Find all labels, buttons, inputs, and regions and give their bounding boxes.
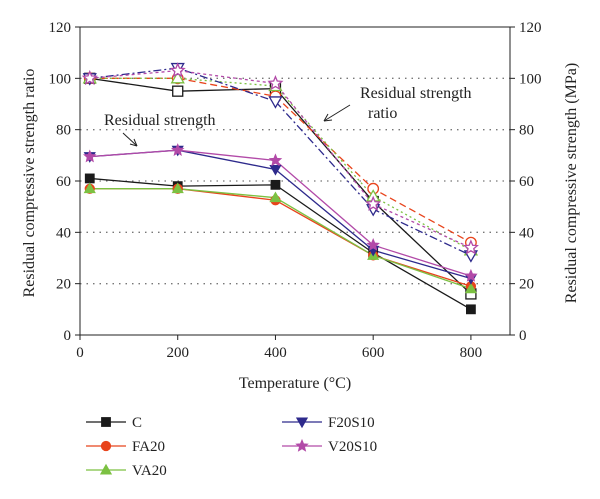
legend-marker-fa20 — [100, 440, 112, 452]
x-tick-label: 200 — [166, 345, 189, 361]
y-tick-label-right: 20 — [519, 277, 534, 293]
strength-line-c — [89, 177, 472, 310]
y-tick-label-left: 60 — [56, 174, 71, 190]
annotation-ratio-line1: Residual strength — [360, 85, 472, 102]
legend-label-va20: VA20 — [132, 463, 167, 479]
annotation-arrow-strength-head — [129, 138, 138, 147]
ratio-point-v20s10 — [267, 75, 284, 91]
strength-point-va20 — [269, 191, 282, 203]
strength-point-f20s10 — [269, 164, 282, 176]
strength-point-c — [270, 179, 281, 190]
strength-line-fa20 — [89, 188, 472, 287]
strength-point-c — [84, 173, 95, 184]
x-tick-label: 600 — [362, 345, 385, 361]
legend-marker-c — [101, 417, 111, 427]
strength-line-f20s10 — [89, 149, 472, 280]
ratio-point-c — [172, 85, 184, 97]
legend-label-c: C — [132, 415, 142, 431]
strength-point-c — [466, 304, 476, 315]
annotation-arrow-ratio-head — [323, 113, 333, 122]
series-markers — [81, 62, 479, 315]
ratio-point-v20s10 — [81, 69, 98, 86]
strength-point-v20s10 — [170, 143, 185, 156]
legend-marker-va20 — [99, 463, 113, 475]
axes — [75, 26, 515, 340]
y-tick-label-left: 40 — [56, 225, 71, 241]
y-tick-label-left: 120 — [49, 20, 72, 36]
ratio-point-v20s10 — [462, 239, 479, 255]
ratio-point-v20s10 — [169, 62, 186, 78]
y-tick-label-right: 100 — [519, 71, 542, 87]
y-axis-label-right: Residual compressive strength (MPa) — [563, 63, 580, 303]
y-tick-label-right: 80 — [519, 123, 534, 139]
y-tick-label-right: 0 — [519, 328, 527, 344]
y-tick-label-left: 80 — [56, 123, 71, 139]
ratio-line-fa20 — [89, 77, 472, 244]
strength-point-v20s10 — [464, 268, 478, 282]
strength-line-v20s10 — [89, 149, 472, 277]
ratio-point-f20s10 — [268, 96, 283, 109]
grid-lines — [80, 77, 510, 285]
annotation-residual-strength: Residual strength — [104, 112, 216, 129]
annotation-ratio-line2: ratio — [368, 105, 397, 122]
x-tick-label: 400 — [264, 345, 287, 361]
y-tick-label-right: 60 — [519, 174, 534, 190]
y-tick-label-left: 20 — [56, 277, 71, 293]
ratio-point-va20 — [170, 71, 185, 84]
y-tick-label-right: 120 — [519, 20, 542, 36]
x-tick-label: 800 — [460, 345, 483, 361]
strength-point-v20s10 — [268, 153, 283, 167]
legend-marker-v20s10 — [295, 438, 309, 452]
annotation-arrow-strength — [122, 132, 138, 147]
y-tick-label-left: 0 — [64, 328, 72, 344]
legend-label-fa20: FA20 — [132, 439, 165, 455]
legend-label-v20s10: V20S10 — [328, 439, 377, 455]
legend: C FA20 VA20 F20S10 V20S10 — [86, 415, 377, 479]
y-axis-label-left: Residual compressive strength ratio — [21, 69, 38, 298]
ratio-point-v20s10 — [365, 195, 382, 211]
strength-point-va20 — [83, 182, 96, 194]
legend-label-f20s10: F20S10 — [328, 415, 375, 431]
y-tick-label-right: 40 — [519, 225, 534, 241]
strength-point-v20s10 — [366, 238, 380, 251]
x-tick-label: 0 — [76, 345, 84, 361]
x-axis-label: Temperature (°C) — [239, 375, 351, 392]
annotation-arrow-ratio — [323, 104, 351, 122]
legend-marker-f20s10 — [295, 417, 309, 429]
strength-point-va20 — [464, 282, 477, 294]
ratio-line-f20s10 — [89, 67, 472, 257]
strength-point-va20 — [171, 182, 184, 194]
y-tick-label-left: 100 — [49, 71, 72, 87]
strength-point-v20s10 — [83, 149, 97, 163]
